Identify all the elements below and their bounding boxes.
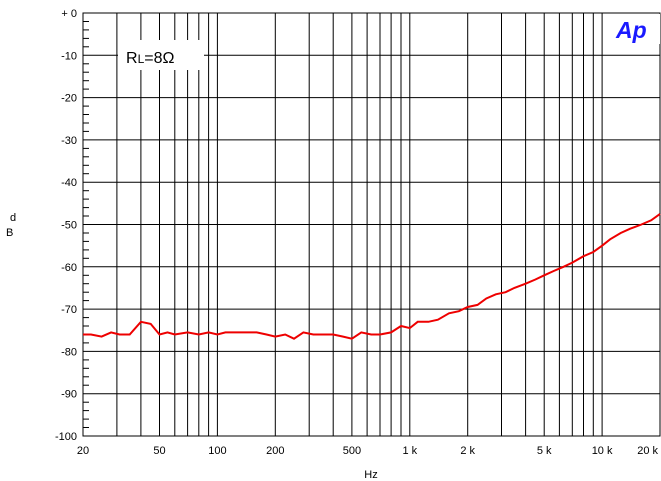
x-tick-label-7: 5 k [537, 445, 552, 457]
x-tick-label-2: 100 [208, 445, 226, 457]
annotation-box [118, 40, 204, 70]
y-axis-label-b: B [6, 227, 13, 239]
y-tick-label-3: -30 [61, 135, 77, 147]
y-tick-label-4: -40 [61, 177, 77, 189]
plot-frame [82, 12, 661, 437]
y-tick-label-8: -80 [61, 346, 77, 358]
x-tick-label-5: 1 k [402, 445, 417, 457]
y-tick-label-5: -50 [61, 220, 77, 232]
load-annotation: RL=8Ω [126, 50, 174, 67]
x-axis-label: Hz [364, 469, 377, 481]
y-tick-label-10: -100 [55, 431, 77, 443]
x-tick-label-8: 10 k [592, 445, 613, 457]
y-tick-label-2: -20 [61, 93, 77, 105]
y-axis-label-d: d [10, 212, 16, 224]
x-tick-label-3: 200 [266, 445, 284, 457]
x-tick-label-1: 50 [153, 445, 165, 457]
series-line [83, 213, 661, 340]
y-tick-label-9: -90 [61, 389, 77, 401]
y-tick-label-0: + 0 [61, 8, 77, 20]
y-tick-label-7: -70 [61, 304, 77, 316]
y-tick-label-6: -60 [61, 262, 77, 274]
ap-logo: Ap [615, 17, 647, 43]
y-tick-label-1: -10 [61, 50, 77, 62]
x-tick-label-0: 20 [77, 445, 89, 457]
x-tick-label-6: 2 k [460, 445, 475, 457]
x-tick-label-9: 20 k [637, 445, 658, 457]
x-tick-label-4: 500 [343, 445, 361, 457]
logo-background [612, 14, 660, 44]
grid-lines [82, 12, 661, 437]
